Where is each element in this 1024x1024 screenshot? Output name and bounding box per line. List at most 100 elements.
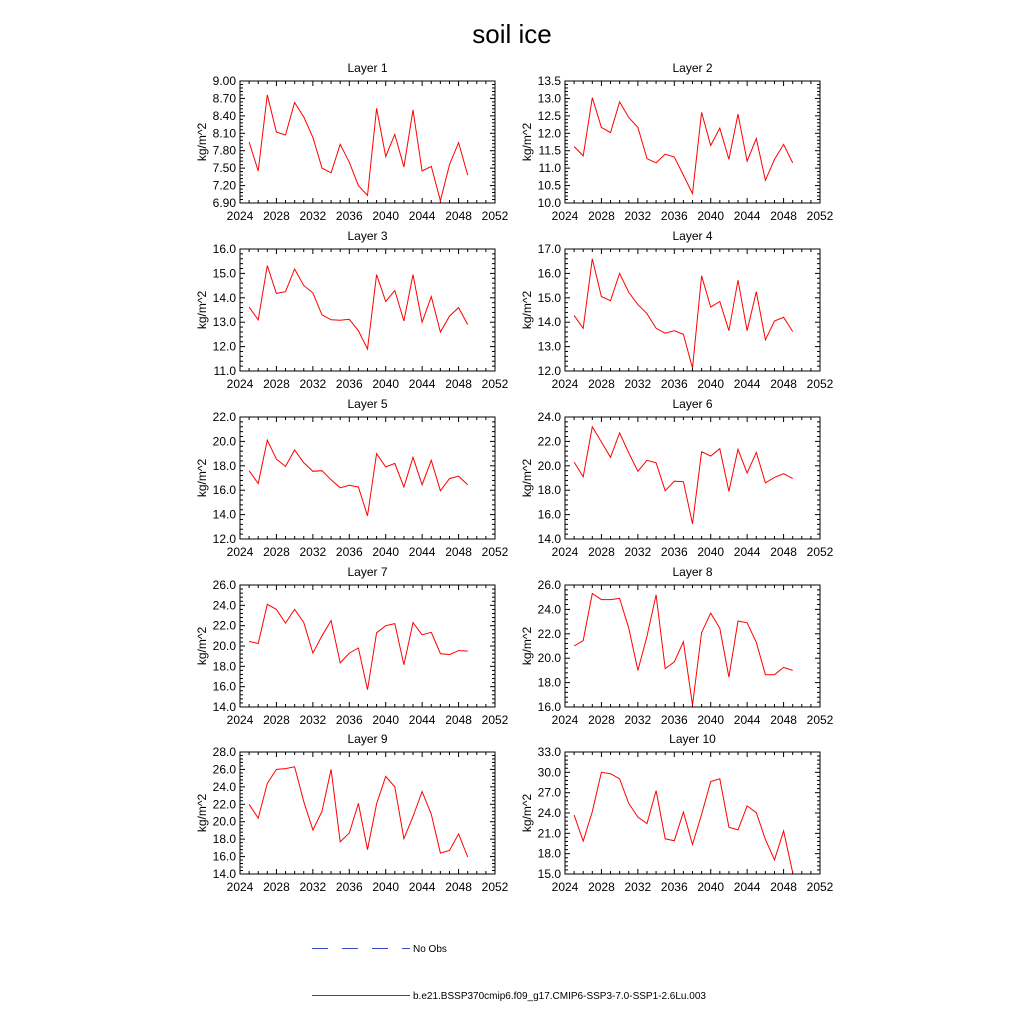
x-tick-label: 2052 [482, 209, 509, 223]
x-tick-label: 2036 [336, 209, 363, 223]
y-tick-label: 24.0 [213, 780, 237, 794]
x-tick-label: 2040 [372, 545, 399, 559]
x-tick-label: 2040 [372, 209, 399, 223]
y-tick-label: 8.70 [213, 91, 237, 105]
x-tick-label: 2028 [588, 377, 615, 391]
x-tick-label: 2044 [409, 713, 436, 727]
x-tick-label: 2040 [697, 880, 724, 894]
y-tick-label: 16.0 [538, 266, 562, 280]
x-tick-label: 2044 [409, 377, 436, 391]
x-tick-label: 2048 [770, 713, 797, 727]
x-tick-label: 2036 [336, 713, 363, 727]
x-tick-label: 2036 [661, 880, 688, 894]
y-tick-label: 18.0 [213, 459, 237, 473]
panel-layer-5: Layer 5 kg/m^2 12.0 14.0 16.0 18.0 20.0 22.0 202… [195, 397, 509, 559]
y-tick-label: 16.0 [213, 680, 237, 694]
y-axis-label: kg/m^2 [195, 459, 209, 498]
y-tick-label: 8.10 [213, 126, 237, 140]
y-tick-label: 9.00 [213, 74, 237, 88]
x-tick-label: 2052 [482, 880, 509, 894]
x-tick-label: 2048 [445, 545, 472, 559]
y-tick-label: 15.0 [538, 291, 562, 305]
y-tick-label: 14.0 [538, 532, 562, 546]
x-tick-label: 2024 [552, 377, 579, 391]
series-line [248, 438, 469, 516]
y-tick-label: 10.0 [538, 196, 562, 210]
x-tick-label: 2052 [807, 545, 834, 559]
panel-layer-3: Layer 3 kg/m^2 11.0 12.0 13.0 14.0 15.0 16.0 202… [195, 229, 509, 391]
y-tick-label: 20.0 [213, 639, 237, 653]
panel-title: Layer 6 [672, 397, 712, 411]
y-tick-label: 12.0 [538, 126, 562, 140]
x-tick-label: 2044 [734, 713, 761, 727]
y-tick-label: 26.0 [213, 762, 237, 776]
x-tick-label: 2024 [552, 545, 579, 559]
x-tick-label: 2028 [263, 545, 290, 559]
y-tick-label: 16.0 [538, 700, 562, 714]
plot-frame [564, 248, 821, 372]
x-tick-label: 2032 [300, 209, 327, 223]
y-tick-label: 16.0 [213, 850, 237, 864]
y-tick-label: 24.0 [213, 598, 237, 612]
y-tick-label: 27.0 [538, 786, 562, 800]
x-tick-label: 2048 [445, 209, 472, 223]
y-tick-label: 12.0 [213, 340, 237, 354]
y-tick-label: 15.0 [538, 867, 562, 881]
y-tick-label: 16.0 [213, 242, 237, 256]
y-tick-label: 11.0 [214, 364, 237, 378]
y-tick-label: 22.0 [213, 410, 237, 424]
y-tick-label: 15.0 [213, 266, 237, 280]
x-tick-label: 2032 [625, 377, 652, 391]
x-tick-label: 2048 [770, 209, 797, 223]
y-tick-label: 18.0 [213, 659, 237, 673]
y-tick-label: 22.0 [213, 619, 237, 633]
y-tick-label: 6.90 [213, 196, 237, 210]
x-tick-label: 2032 [625, 880, 652, 894]
plot-frame [239, 416, 496, 540]
x-tick-label: 2036 [336, 377, 363, 391]
x-tick-label: 2028 [263, 713, 290, 727]
y-tick-label: 18.0 [213, 832, 237, 846]
y-tick-label: 14.0 [213, 508, 237, 522]
panel-layer-6: Layer 6 kg/m^2 14.0 16.0 18.0 20.0 22.0 24.0 202… [520, 397, 834, 559]
y-tick-label: 7.50 [213, 161, 237, 175]
panel-title: Layer 1 [347, 61, 387, 75]
y-tick-label: 24.0 [538, 602, 562, 616]
x-tick-label: 2044 [409, 880, 436, 894]
y-tick-label: 7.80 [213, 144, 237, 158]
panel-layer-10: Layer 10 kg/m^2 15.0 18.0 21.0 24.0 27.0 30.0 33… [520, 732, 834, 894]
x-tick-label: 2032 [300, 880, 327, 894]
x-tick-label: 2032 [625, 209, 652, 223]
x-tick-label: 2028 [588, 209, 615, 223]
y-axis-label: kg/m^2 [520, 123, 534, 162]
x-tick-label: 2032 [625, 545, 652, 559]
x-tick-label: 2024 [227, 545, 254, 559]
panel-layer-2: Layer 2 kg/m^2 10.0 10.5 11.0 11.5 12.0 12.5 13.… [520, 61, 834, 223]
series-line [573, 771, 794, 873]
x-tick-label: 2048 [770, 377, 797, 391]
x-tick-label: 2052 [807, 209, 834, 223]
series-line [248, 766, 469, 858]
x-tick-label: 2024 [227, 209, 254, 223]
x-tick-label: 2052 [482, 545, 509, 559]
y-tick-label: 20.0 [538, 459, 562, 473]
x-tick-label: 2028 [263, 377, 290, 391]
y-tick-label: 11.0 [539, 161, 562, 175]
legend: No Obs b.e21.BSSP370cmip6.f09_g17.CMIP6-… [312, 944, 706, 1002]
y-tick-label: 14.0 [213, 700, 237, 714]
y-tick-label: 13.5 [538, 74, 562, 88]
x-tick-label: 2040 [372, 880, 399, 894]
y-tick-label: 14.0 [538, 315, 562, 329]
y-axis-label: kg/m^2 [195, 794, 209, 833]
y-axis-label: kg/m^2 [195, 627, 209, 666]
series-line [573, 592, 793, 706]
y-tick-label: 13.0 [213, 315, 237, 329]
series-line [573, 97, 794, 196]
series-line [248, 603, 468, 690]
panel-title: Layer 8 [672, 565, 712, 579]
x-tick-label: 2028 [588, 713, 615, 727]
y-tick-label: 24.0 [538, 410, 562, 424]
plot-frame [239, 80, 496, 204]
x-tick-label: 2044 [409, 209, 436, 223]
